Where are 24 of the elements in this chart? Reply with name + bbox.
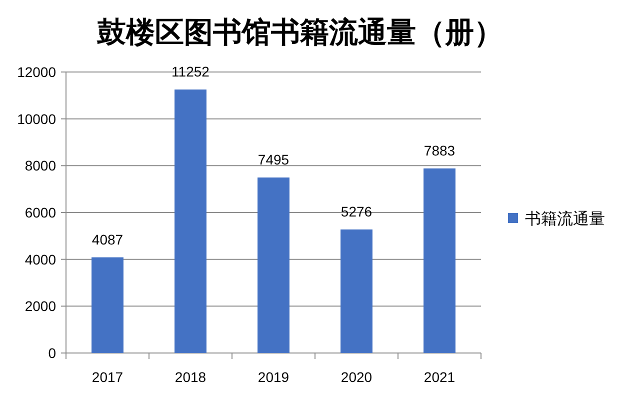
data-label: 7883: [424, 142, 456, 158]
data-label: 4087: [92, 231, 124, 248]
bar: [340, 229, 372, 353]
legend-label: 书籍流通量: [525, 210, 605, 228]
chart-title: 鼓楼区图书馆书籍流通量（册）: [96, 16, 503, 49]
y-tick-label: 6000: [24, 204, 56, 220]
x-tick-label: 2019: [258, 369, 290, 385]
x-tick-label: 2021: [424, 369, 456, 385]
x-tick-label: 2017: [92, 369, 124, 385]
bar: [92, 257, 124, 353]
y-tick-label: 4000: [24, 251, 56, 268]
data-label: 11252: [172, 64, 210, 80]
y-tick-label: 0: [48, 345, 56, 361]
x-tick-label: 2018: [174, 369, 206, 385]
x-tick-label: 2020: [340, 369, 372, 385]
y-tick-label: 10000: [17, 110, 56, 127]
bar: [258, 177, 290, 353]
bar: [174, 90, 206, 353]
bar: [424, 168, 456, 353]
data-label: 7495: [258, 151, 290, 168]
data-label: 5276: [340, 203, 372, 220]
y-tick-label: 2000: [24, 298, 56, 314]
y-tick-label: 8000: [24, 158, 56, 174]
y-tick-label: 12000: [17, 64, 56, 80]
